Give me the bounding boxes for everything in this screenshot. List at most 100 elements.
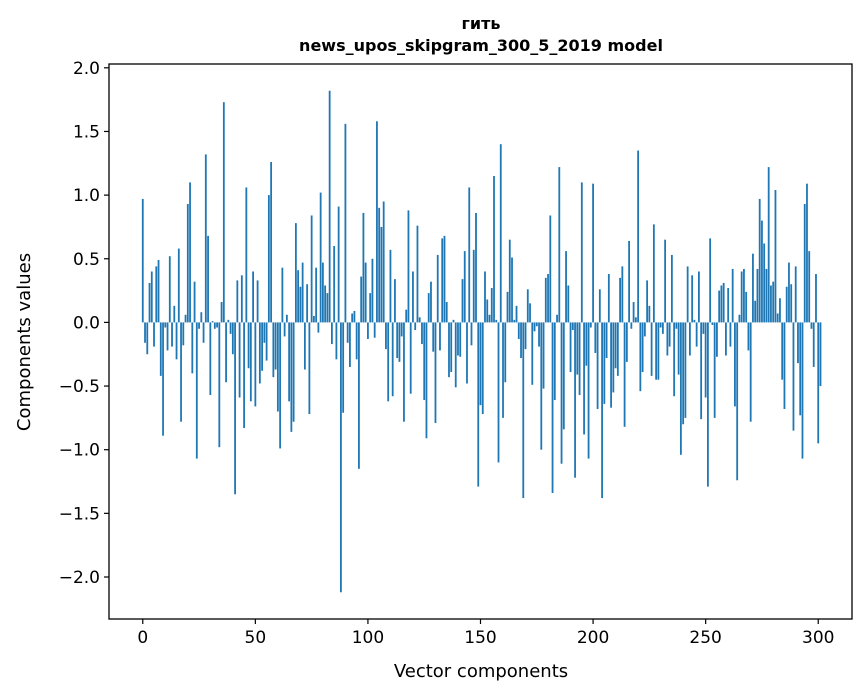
bar-98 (362, 212, 365, 323)
bar-299 (815, 274, 817, 323)
bar-22 (191, 322, 194, 374)
bar-211 (616, 322, 619, 376)
bar-236 (673, 322, 676, 397)
bar-85 (333, 246, 336, 323)
bar-170 (524, 322, 527, 350)
bar-213 (621, 266, 624, 323)
bar-146 (470, 322, 473, 346)
bar-30 (209, 322, 212, 395)
bar-272 (754, 300, 757, 323)
bar-131 (436, 254, 439, 323)
bar-15 (175, 322, 178, 360)
bar-84 (331, 322, 333, 345)
bar-127 (427, 293, 430, 323)
bar-166 (515, 305, 518, 323)
bar-246 (695, 322, 698, 347)
bar-133 (441, 238, 444, 323)
bar-293 (801, 322, 804, 459)
bar-9 (162, 322, 164, 436)
bar-281 (774, 190, 777, 323)
bar-13 (171, 322, 173, 347)
bar-142 (461, 279, 464, 323)
x-tick-label: 250 (689, 628, 721, 648)
bar-93 (351, 313, 354, 323)
bar-184 (556, 314, 558, 323)
bar-243 (688, 322, 691, 356)
bar-88 (340, 322, 342, 593)
bar-151 (481, 322, 484, 415)
bar-57 (270, 162, 273, 323)
y-axis-ticks: 2.0 1.5 1.0 0.5 0.0 −0.5 −1.0 −1.5 −2.0 (59, 59, 109, 588)
bar-224 (646, 280, 649, 323)
y-tick-label: 1.0 (73, 186, 100, 206)
bar-190 (569, 322, 572, 373)
bar-78 (317, 322, 320, 333)
bar-28 (204, 154, 207, 323)
bar-296 (808, 251, 811, 323)
bar-102 (371, 258, 374, 323)
bar-222 (641, 322, 644, 373)
y-axis-label: Components values (14, 253, 35, 431)
bar-168 (520, 322, 522, 359)
bar-218 (632, 302, 635, 323)
bar-110 (389, 249, 392, 323)
bar-143 (463, 251, 466, 323)
bar-67 (292, 322, 295, 422)
bar-14 (173, 305, 176, 323)
bar-58 (272, 322, 275, 378)
bar-228 (655, 322, 658, 380)
bar-212 (619, 277, 621, 323)
x-tick-label: 300 (802, 628, 834, 648)
bar-199 (589, 322, 592, 328)
bar-276 (763, 243, 766, 323)
bar-91 (346, 322, 349, 343)
bar-51 (256, 280, 259, 323)
bar-244 (691, 275, 694, 323)
bar-161 (504, 322, 507, 383)
bar-109 (387, 322, 390, 402)
y-tick-label: −0.5 (59, 377, 100, 397)
bar-55 (265, 322, 268, 361)
bar-31 (211, 321, 214, 323)
bar-203 (598, 289, 601, 323)
bar-40 (231, 322, 234, 355)
bar-34 (218, 322, 221, 448)
bar-239 (679, 322, 682, 455)
bar-68 (294, 223, 297, 323)
bar-115 (400, 322, 403, 337)
bar-2 (146, 322, 149, 355)
bar-19 (184, 314, 187, 323)
bar-42 (236, 280, 239, 323)
bar-223 (643, 322, 646, 337)
bar-33 (216, 322, 218, 328)
bar-12 (168, 256, 171, 323)
bar-116 (403, 322, 405, 422)
bar-160 (502, 322, 504, 418)
bar-260 (727, 288, 730, 323)
bar-217 (630, 322, 633, 329)
bar-156 (493, 176, 495, 323)
bar-41 (234, 322, 236, 495)
bar-92 (349, 322, 351, 367)
bar-269 (747, 322, 750, 351)
bar-214 (623, 322, 626, 427)
bar-221 (639, 322, 642, 392)
bar-193 (576, 322, 579, 375)
bar-179 (544, 277, 547, 323)
bar-10 (164, 322, 167, 328)
bar-248 (700, 322, 703, 420)
bar-113 (396, 322, 399, 359)
bar-172 (529, 303, 531, 323)
bar-265 (738, 314, 741, 323)
bar-205 (603, 322, 606, 404)
bar-201 (594, 322, 597, 353)
bar-103 (373, 322, 376, 338)
bar-175 (535, 322, 538, 327)
bar-237 (675, 322, 678, 329)
bar-3 (148, 282, 151, 323)
bar-255 (716, 322, 718, 357)
bar-263 (734, 322, 736, 407)
bar-273 (756, 268, 759, 323)
bar-241 (684, 322, 687, 418)
